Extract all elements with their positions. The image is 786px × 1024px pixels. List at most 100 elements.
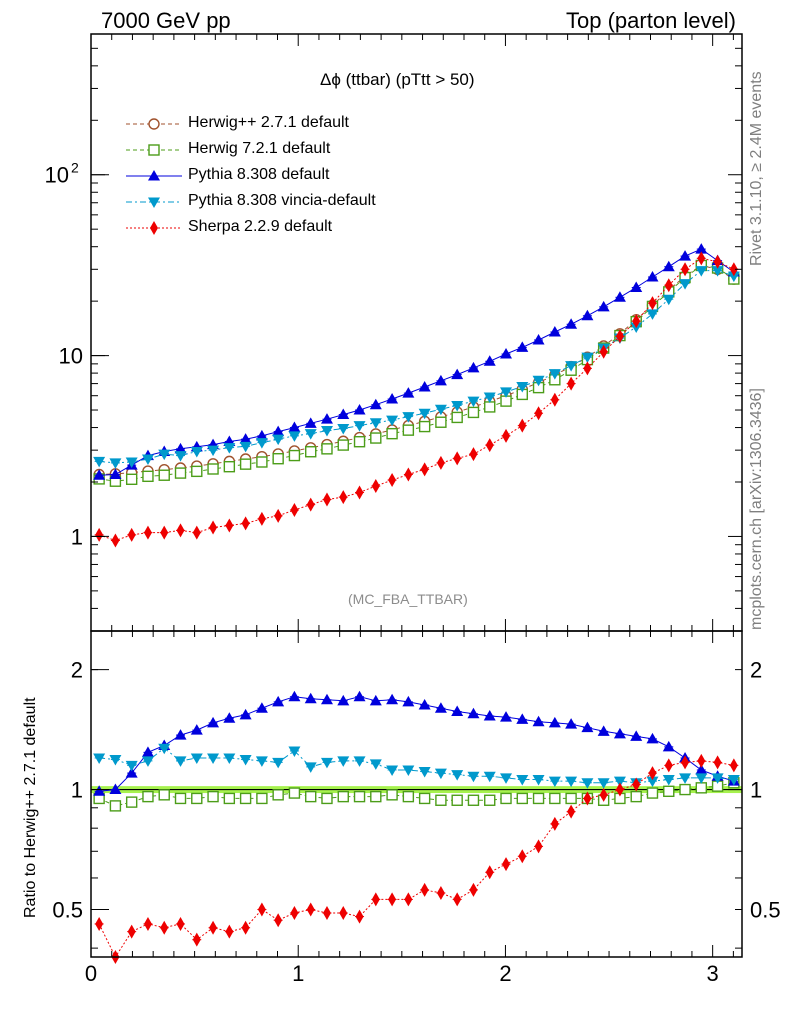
data-point (255, 438, 268, 449)
series-line (98, 760, 734, 959)
data-point (469, 882, 478, 897)
data-point (483, 709, 496, 721)
data-point (127, 924, 136, 939)
data-point (223, 792, 236, 805)
data-point (681, 755, 690, 770)
data-point (223, 753, 236, 765)
data-point (467, 396, 480, 408)
data-point (420, 462, 429, 477)
data-point (353, 790, 366, 803)
data-point (141, 454, 154, 466)
plot-frame (90, 630, 743, 958)
data-point (402, 790, 415, 803)
data-point (141, 746, 154, 757)
data-point (679, 279, 692, 290)
data-point (467, 794, 480, 806)
data-point (664, 278, 673, 293)
data-point (516, 341, 529, 352)
data-point (613, 291, 626, 302)
data-point (532, 715, 545, 727)
data-point (729, 262, 738, 277)
data-point (664, 758, 673, 773)
data-point (404, 892, 413, 907)
data-point (484, 794, 496, 806)
data-point (355, 909, 364, 924)
data-point (174, 467, 187, 479)
data-point (223, 460, 236, 473)
series-line (98, 782, 734, 807)
data-point (567, 376, 576, 391)
data-point (125, 796, 138, 808)
data-point (435, 794, 447, 806)
legend-label: Herwig++ 2.7.1 default (188, 114, 349, 131)
data-point (353, 690, 366, 702)
ratio-panel: 0 1 2 3 0.5 0.5 1 1 2 2 (52, 630, 781, 986)
data-point (371, 479, 380, 494)
data-point (109, 754, 122, 766)
data-point (239, 708, 252, 720)
y-tick-label: 2 (71, 658, 83, 683)
data-point (174, 792, 187, 805)
data-point (549, 792, 561, 805)
data-point (207, 463, 219, 475)
series-2 (93, 743, 740, 789)
series-2 (93, 243, 740, 480)
data-point (239, 754, 252, 766)
data-point (369, 398, 382, 410)
data-point (662, 260, 675, 272)
data-point (695, 782, 708, 794)
data-point (353, 756, 366, 767)
data-point (339, 906, 348, 921)
data-point (615, 782, 624, 797)
data-point (567, 804, 576, 819)
data-point (388, 892, 397, 907)
data-point (565, 318, 578, 329)
header-left: 7000 GeV pp (101, 8, 231, 33)
legend-marker (148, 170, 160, 181)
data-point (304, 417, 317, 428)
data-point (288, 431, 301, 442)
series-4 (94, 251, 739, 548)
x-tick-label: 2 (499, 961, 511, 986)
data-point (646, 270, 659, 282)
data-point (109, 458, 122, 469)
data-point (648, 766, 657, 781)
legend-entry (126, 144, 182, 156)
data-point (223, 443, 236, 454)
data-point (713, 254, 722, 269)
data-point (337, 424, 350, 435)
data-point (190, 446, 203, 458)
data-point (142, 790, 154, 803)
data-point (613, 776, 626, 788)
data-point (207, 445, 220, 457)
data-point (272, 434, 285, 446)
data-point (451, 705, 464, 717)
x-tick-label: 3 (707, 961, 719, 986)
data-point (630, 730, 643, 741)
data-point (174, 451, 187, 462)
data-point (191, 465, 203, 478)
data-point (304, 429, 317, 440)
data-point (548, 776, 561, 788)
data-point (239, 458, 252, 470)
data-point (451, 368, 464, 380)
data-point (467, 771, 480, 783)
data-point (241, 920, 250, 935)
legend-entry (126, 118, 182, 130)
data-point (125, 457, 138, 468)
data-point (320, 426, 333, 437)
data-point (192, 932, 201, 947)
data-point (93, 785, 106, 796)
data-point (434, 404, 447, 416)
data-point (729, 758, 738, 773)
data-point (711, 773, 724, 784)
data-point (160, 525, 169, 540)
legend-label: Pythia 8.308 vincia-default (188, 192, 376, 209)
data-point (632, 777, 641, 792)
data-point (548, 716, 561, 728)
data-point (288, 421, 301, 433)
data-point (565, 792, 577, 805)
data-point (630, 281, 643, 292)
series-line (99, 747, 734, 784)
data-point (127, 527, 136, 542)
